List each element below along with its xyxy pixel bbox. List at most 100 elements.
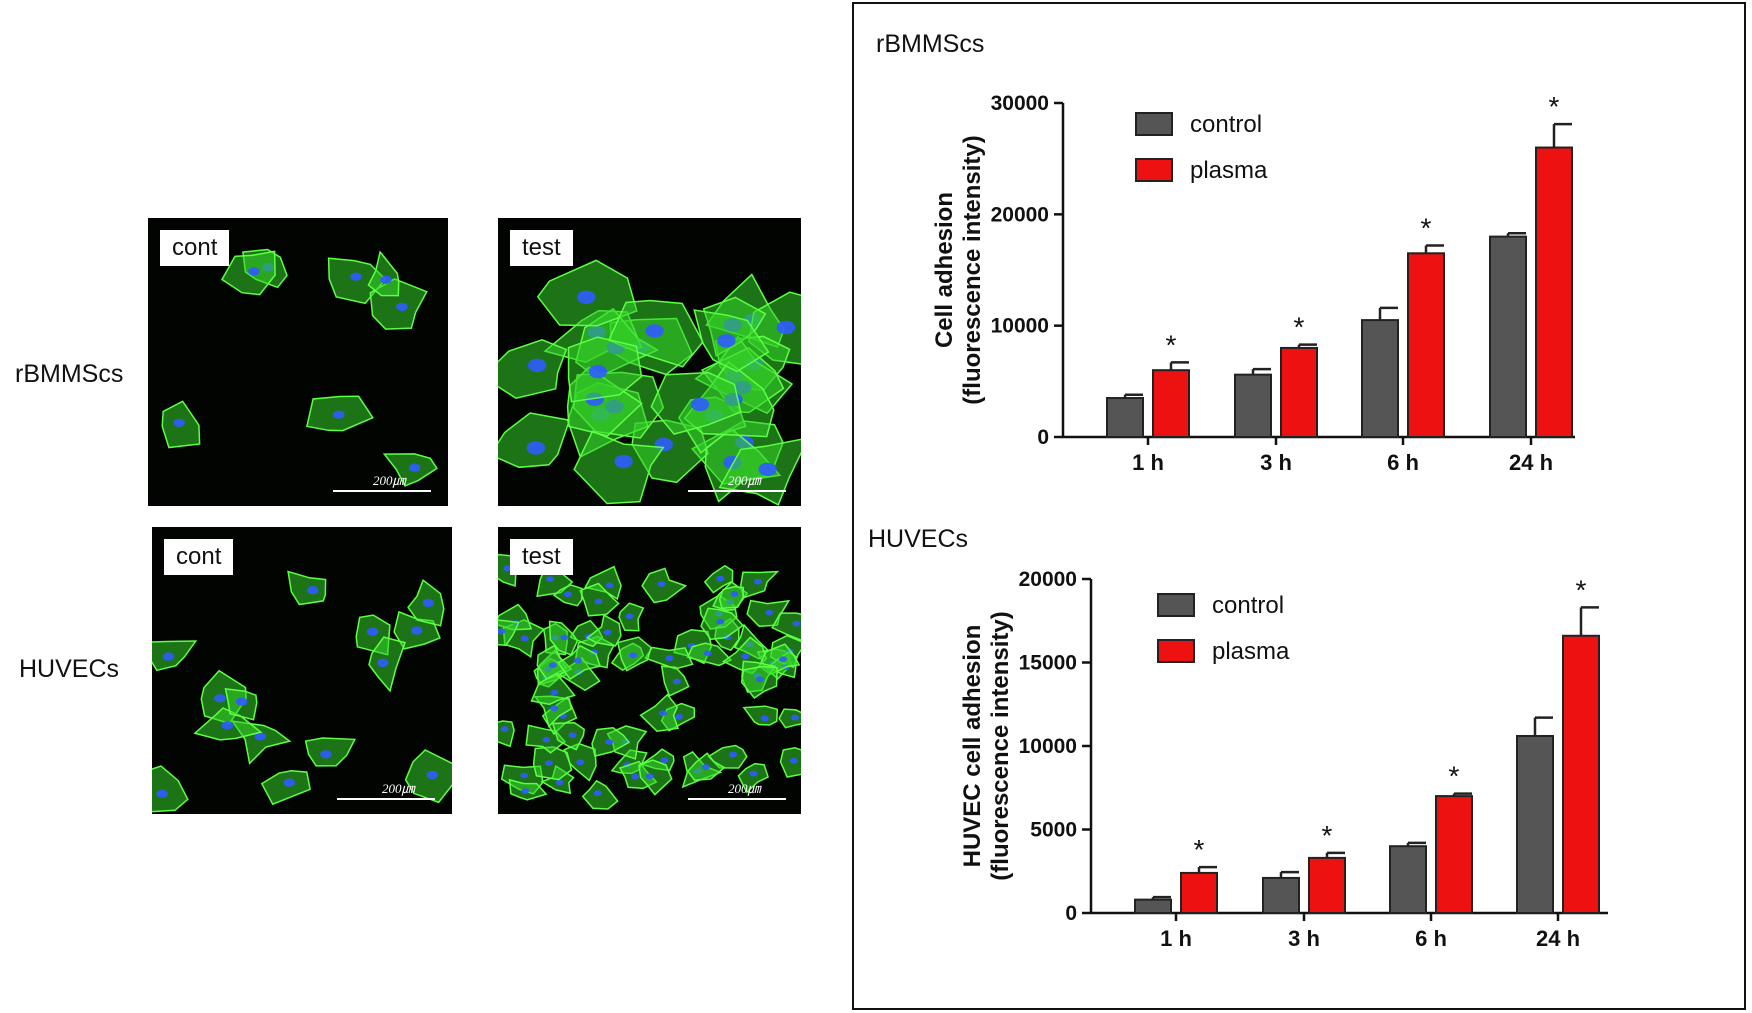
cell-nucleus (520, 635, 529, 642)
cell-nucleus (703, 650, 712, 657)
cell-nucleus (221, 721, 234, 730)
cell-nucleus (594, 598, 603, 605)
cell-nucleus (546, 576, 555, 582)
chart-rbmmscs: 0 10000 20000 30000 Cell adhesion (fluorescen… (931, 91, 1575, 475)
cell-nucleus (716, 575, 725, 582)
significance-mark: * (1166, 329, 1177, 360)
cell-nucleus (542, 736, 551, 743)
y-tick-label: 20000 (991, 203, 1049, 226)
category-label: 6 h (1387, 450, 1419, 475)
cell-shape (573, 430, 665, 505)
legend-label-plasma: plasma (1190, 157, 1268, 184)
micrograph-rbmmscs-test: test 200㎛ (498, 218, 801, 506)
cell-nucleus (659, 710, 667, 717)
cell-nucleus (235, 697, 248, 706)
category-label: 3 h (1260, 450, 1292, 475)
chart-title-bottom: HUVECs (868, 525, 969, 553)
cell-nucleus (500, 726, 509, 732)
bar-plasma (1435, 795, 1473, 914)
chart-huvecs: 0 5000 10000 15000 20000 HUVEC cell adhesion(… (959, 568, 1608, 951)
category-label: 3 h (1288, 926, 1320, 951)
legend-label-control: control (1190, 111, 1262, 138)
cell-nucleus (577, 290, 596, 304)
significance-mark: * (1194, 834, 1205, 865)
chart-title-top: rBMMScs (876, 30, 985, 58)
cell-nucleus (645, 773, 654, 780)
cell-nucleus (603, 629, 612, 636)
y-tick-label: 0 (1065, 902, 1077, 925)
cell-nucleus (576, 759, 585, 766)
significance-mark: * (1576, 574, 1587, 605)
cell-nucleus (717, 334, 736, 348)
chart-frame (852, 2, 1746, 1010)
y-tick-label: 15000 (1019, 652, 1077, 675)
cell-nucleus (411, 626, 423, 635)
row-label-huvecs: HUVECs (19, 655, 120, 683)
cell-nucleus (550, 689, 559, 696)
cell-nucleus (568, 732, 577, 738)
cell-nucleus (588, 364, 608, 379)
cell-shape (771, 612, 801, 641)
bar-control (1489, 235, 1527, 438)
cell-nucleus (426, 770, 438, 780)
cell-nucleus (756, 676, 764, 683)
cell-nucleus (792, 620, 801, 627)
cell-nucleus (760, 715, 769, 722)
y-axis-label: HUVEC cell adhesion (959, 625, 986, 868)
cell-nucleus (307, 586, 319, 595)
cell-nucleus (625, 613, 634, 620)
legend-swatch-plasma (1157, 639, 1195, 663)
y-tick-label: 10000 (991, 315, 1049, 338)
cell-stain-image (498, 259, 801, 506)
bar-control (1262, 876, 1300, 914)
micrograph-huvecs-test: test 200㎛ (498, 527, 801, 814)
cell-shape (551, 722, 586, 751)
micrograph-tag: cont (164, 539, 234, 575)
bar-plasma (1152, 369, 1190, 439)
micrograph-tag: test (510, 539, 573, 575)
cell-nucleus (702, 764, 710, 770)
micrograph-rbmmscs-control: cont 200㎛ (148, 218, 448, 506)
cell-shape (742, 705, 779, 726)
cell-nucleus (629, 652, 638, 659)
cell-nucleus (614, 454, 633, 469)
cell-stain-image (152, 570, 452, 813)
legend-swatch-control (1157, 593, 1195, 617)
cell-shape (260, 770, 311, 806)
cell-nucleus (660, 757, 669, 763)
cell-nucleus (254, 732, 266, 741)
legend-swatch-control (1135, 112, 1173, 136)
bar-plasma (1535, 146, 1573, 439)
micrograph-tag: cont (160, 230, 230, 266)
significance-mark: * (1549, 91, 1560, 122)
cell-nucleus (665, 655, 674, 662)
scale-bar (688, 490, 786, 492)
category-label: 6 h (1415, 926, 1447, 951)
bar-control (1516, 734, 1554, 914)
y-axis-label: (fluorescence intensity) (987, 611, 1014, 880)
cell-nucleus (526, 441, 546, 455)
scale-bar (333, 490, 431, 492)
cell-nucleus (409, 463, 421, 472)
cell-shape (498, 619, 520, 647)
row-label-rbmmscs: rBMMScs (15, 360, 124, 388)
cell-nucleus (605, 739, 614, 745)
cell-nucleus (729, 751, 737, 758)
micrograph-tag: test (510, 230, 573, 266)
bar-control (1389, 845, 1427, 915)
cell-nucleus (563, 591, 572, 598)
y-axis-label: Cell adhesion (931, 192, 958, 348)
cell-nucleus (674, 713, 683, 720)
scale-bar-label: 200㎛ (728, 781, 761, 796)
bar-control (1106, 397, 1144, 438)
cell-shape (530, 672, 576, 706)
cell-nucleus (521, 788, 530, 794)
category-label: 1 h (1132, 450, 1164, 475)
scale-bar-label: 200㎛ (728, 473, 761, 488)
cell-nucleus (753, 578, 762, 585)
cell-nucleus (173, 418, 185, 427)
cell-nucleus (765, 609, 774, 616)
cell-nucleus (380, 275, 392, 284)
cell-shape (367, 250, 400, 297)
